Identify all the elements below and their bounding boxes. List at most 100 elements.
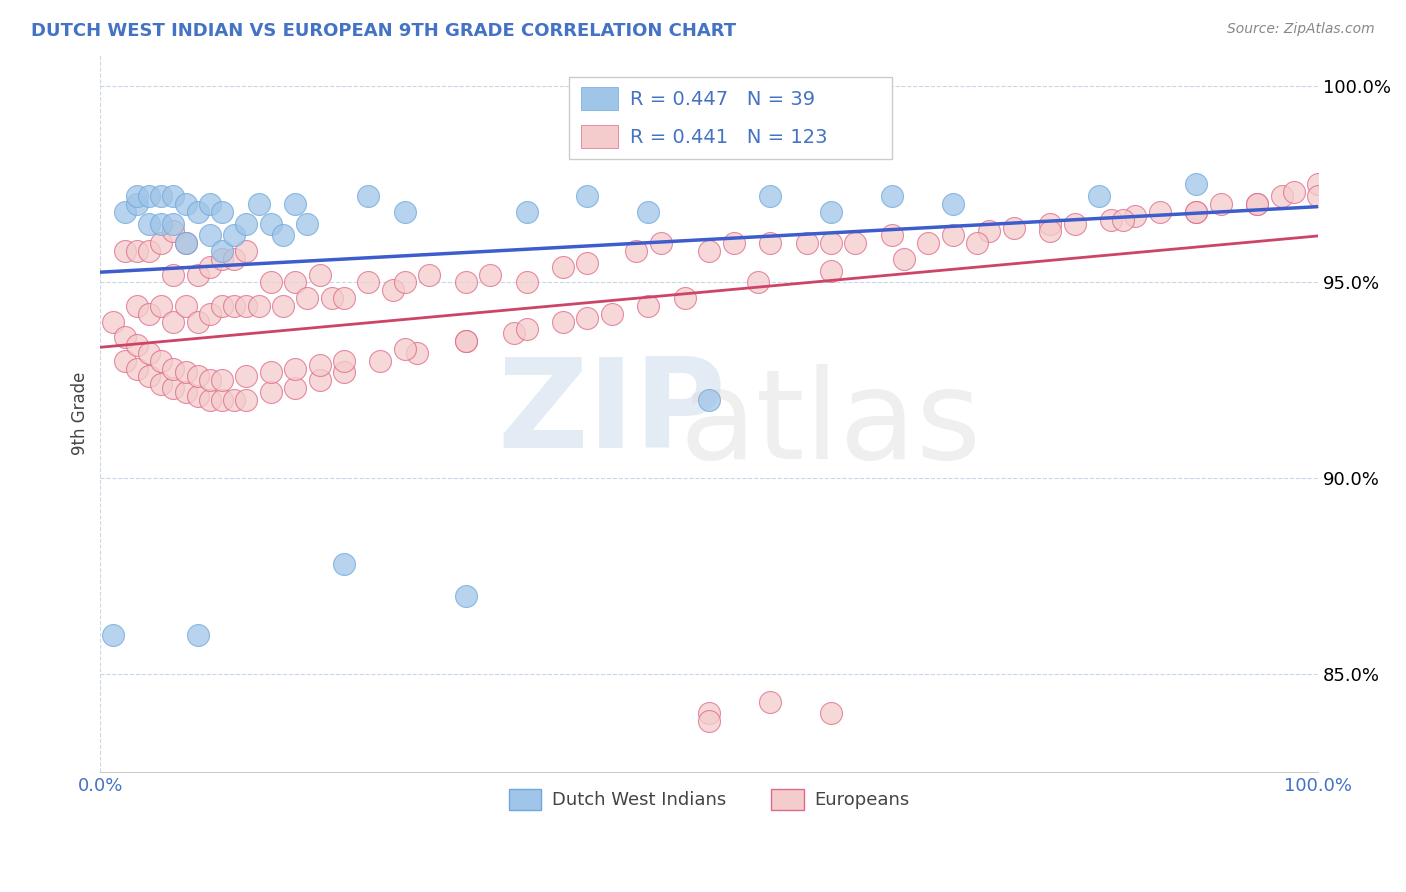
Point xyxy=(820,706,842,721)
Point xyxy=(697,244,720,258)
Point xyxy=(198,260,221,274)
Point xyxy=(880,228,903,243)
Point xyxy=(198,373,221,387)
Point xyxy=(211,392,233,407)
Point xyxy=(235,299,257,313)
Point xyxy=(917,236,939,251)
Point xyxy=(516,322,538,336)
Point xyxy=(1308,178,1330,192)
Point xyxy=(138,189,160,203)
Point xyxy=(260,276,283,290)
Point xyxy=(370,353,392,368)
Point xyxy=(162,361,184,376)
Point xyxy=(260,385,283,400)
Point xyxy=(600,307,623,321)
Point xyxy=(162,314,184,328)
FancyBboxPatch shape xyxy=(581,87,617,111)
Point xyxy=(187,204,209,219)
Point xyxy=(284,381,307,395)
Point xyxy=(125,197,148,211)
Point xyxy=(235,217,257,231)
Point xyxy=(880,189,903,203)
Legend: Dutch West Indians, Europeans: Dutch West Indians, Europeans xyxy=(502,781,917,817)
Point xyxy=(576,310,599,325)
Point xyxy=(333,291,356,305)
Point xyxy=(333,366,356,380)
Point xyxy=(650,236,672,251)
Point xyxy=(271,299,294,313)
Point xyxy=(697,706,720,721)
Point xyxy=(1039,217,1062,231)
Point xyxy=(624,244,647,258)
Point xyxy=(260,217,283,231)
Point xyxy=(260,366,283,380)
Point xyxy=(1271,189,1294,203)
Point xyxy=(224,228,246,243)
Point xyxy=(454,589,477,603)
Point xyxy=(247,299,270,313)
Point xyxy=(333,558,356,572)
Point xyxy=(723,236,745,251)
Point xyxy=(211,373,233,387)
Point xyxy=(1088,189,1111,203)
Point xyxy=(125,361,148,376)
Point xyxy=(174,366,197,380)
Point xyxy=(942,228,965,243)
Point xyxy=(381,283,404,297)
Point xyxy=(174,197,197,211)
Point xyxy=(966,236,988,251)
Point xyxy=(162,189,184,203)
Point xyxy=(576,189,599,203)
Point xyxy=(211,204,233,219)
Point xyxy=(1185,204,1208,219)
Point xyxy=(162,224,184,238)
FancyBboxPatch shape xyxy=(569,77,891,159)
Point xyxy=(138,307,160,321)
Point xyxy=(150,217,173,231)
Point xyxy=(1099,212,1122,227)
Point xyxy=(1039,224,1062,238)
Point xyxy=(235,392,257,407)
Point xyxy=(162,217,184,231)
Point xyxy=(308,373,330,387)
Point xyxy=(1002,220,1025,235)
Point xyxy=(1149,204,1171,219)
Point xyxy=(820,204,842,219)
Point xyxy=(503,326,526,341)
Point xyxy=(297,217,319,231)
Point xyxy=(211,299,233,313)
Point xyxy=(516,276,538,290)
Point xyxy=(321,291,343,305)
Point xyxy=(138,217,160,231)
Point xyxy=(235,244,257,258)
Point xyxy=(637,204,659,219)
Point xyxy=(979,224,1001,238)
Point xyxy=(162,381,184,395)
Point xyxy=(114,244,136,258)
FancyBboxPatch shape xyxy=(581,125,617,148)
Point xyxy=(553,260,575,274)
Point xyxy=(187,268,209,282)
Point xyxy=(247,197,270,211)
Point xyxy=(198,228,221,243)
Point xyxy=(357,189,380,203)
Point xyxy=(174,236,197,251)
Point xyxy=(235,369,257,384)
Point xyxy=(211,252,233,266)
Point xyxy=(1112,212,1135,227)
Point xyxy=(150,189,173,203)
Point xyxy=(747,276,769,290)
Point xyxy=(418,268,440,282)
Point xyxy=(697,714,720,728)
Point xyxy=(138,369,160,384)
Point xyxy=(187,389,209,403)
Point xyxy=(150,236,173,251)
Text: R = 0.447   N = 39: R = 0.447 N = 39 xyxy=(630,90,815,109)
Point xyxy=(271,228,294,243)
Point xyxy=(198,392,221,407)
Text: Source: ZipAtlas.com: Source: ZipAtlas.com xyxy=(1227,22,1375,37)
Point xyxy=(820,263,842,277)
Point xyxy=(114,353,136,368)
Point xyxy=(284,197,307,211)
Point xyxy=(1308,189,1330,203)
